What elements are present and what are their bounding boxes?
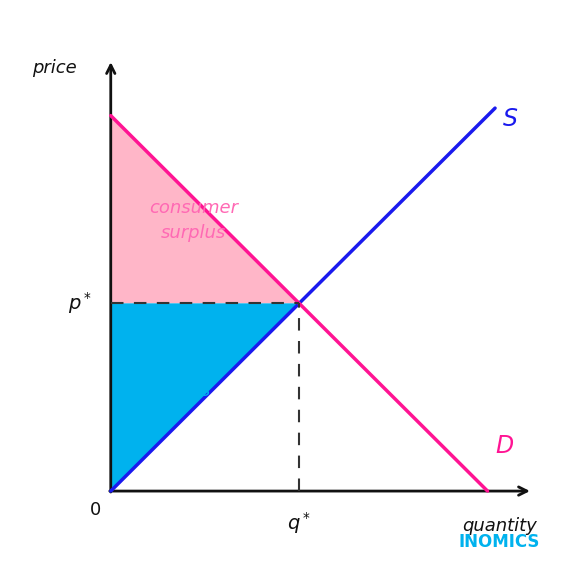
- Polygon shape: [111, 303, 299, 491]
- Text: price: price: [32, 59, 77, 78]
- Text: D: D: [495, 434, 513, 458]
- Text: INOMICS: INOMICS: [459, 533, 541, 551]
- Text: $p^*$: $p^*$: [67, 291, 92, 316]
- Text: 0: 0: [90, 501, 101, 519]
- Polygon shape: [111, 116, 299, 303]
- Text: S: S: [503, 107, 518, 131]
- Text: quantity: quantity: [462, 518, 536, 536]
- Text: producer
surplus: producer surplus: [138, 357, 219, 400]
- Text: consumer
surplus: consumer surplus: [149, 199, 238, 242]
- Text: $q^*$: $q^*$: [287, 510, 311, 536]
